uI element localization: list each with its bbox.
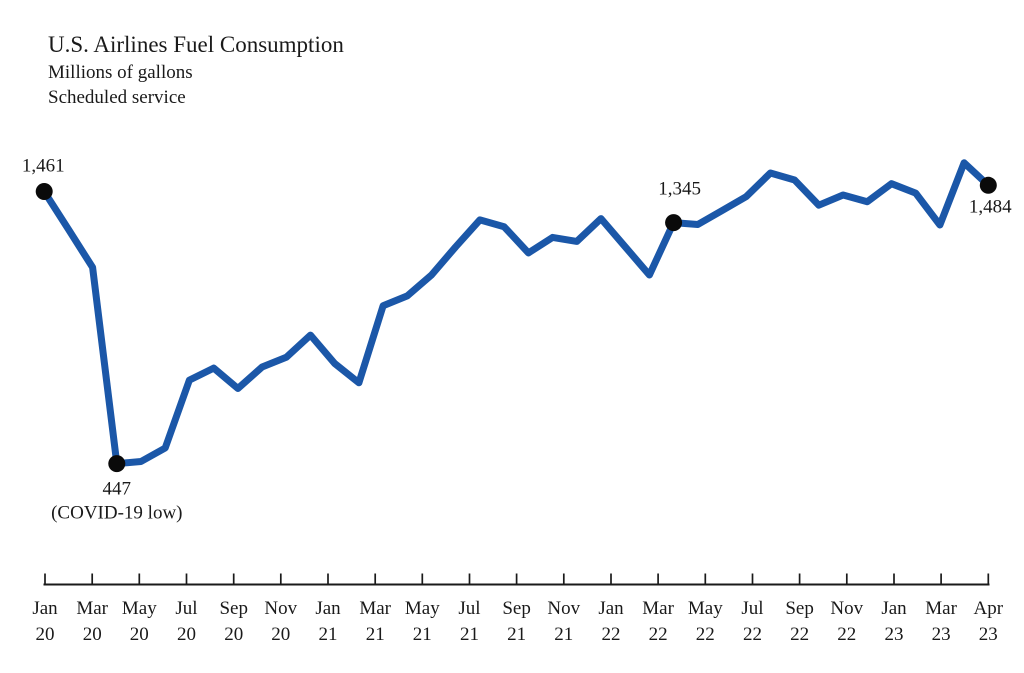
x-tick-month-label: Sep: [785, 598, 814, 619]
x-tick-year-label: 21: [507, 624, 526, 645]
x-tick-year-label: 20: [36, 624, 55, 645]
x-tick-month-label: Jan: [881, 598, 907, 619]
x-tick-year-label: 20: [83, 624, 102, 645]
annotation-label: 447: [103, 479, 132, 500]
x-tick-month-label: Mar: [925, 598, 957, 619]
chart-header: U.S. Airlines Fuel Consumption Millions …: [48, 32, 344, 108]
chart-service-label: Scheduled service: [48, 87, 186, 108]
x-tick-month-label: Apr: [974, 598, 1004, 619]
x-tick-month-label: Mar: [642, 598, 674, 619]
fuel-consumption-line: [40, 159, 992, 468]
annotation-label: 1,484: [969, 196, 1012, 217]
x-tick-year-label: 20: [224, 624, 243, 645]
data-point-marker: [35, 183, 53, 200]
x-tick-year-label: 21: [366, 624, 385, 645]
x-tick-year-label: 23: [885, 624, 904, 645]
x-tick-month-label: Jan: [598, 598, 624, 619]
annotation-group: 1,461 447 (COVID-19 low) 1,345 1,484: [22, 156, 1012, 524]
x-tick-year-label: 20: [130, 624, 149, 645]
x-tick-year-label: 22: [790, 624, 809, 645]
x-tick-month-label: Jan: [315, 598, 341, 619]
x-tick-month-label: May: [122, 598, 157, 619]
x-tick-month-label: Sep: [502, 598, 531, 619]
data-point-marker: [108, 455, 126, 473]
x-tick-month-label: Jul: [458, 598, 480, 619]
x-tick-year-label: 22: [602, 624, 621, 645]
x-tick-month-label: Nov: [547, 598, 580, 619]
x-tick-month-label: May: [688, 598, 723, 619]
chart-units-label: Millions of gallons: [48, 62, 193, 83]
x-axis: Jan 20 Mar 20 May 20 Jul 20 Sep 20 Nov 20 Jan 21 Mar 21…: [32, 573, 1004, 645]
x-tick-year-label: 21: [460, 624, 479, 645]
x-tick-year-label: 21: [554, 624, 573, 645]
x-tick-month-label: Jul: [741, 598, 763, 619]
annotation-label: 1,345: [658, 179, 701, 200]
annotation-label: (COVID-19 low): [51, 503, 182, 524]
x-tick-month-label: Mar: [76, 598, 108, 619]
x-tick-year-label: 21: [413, 624, 432, 645]
x-tick-month-label: Jan: [32, 598, 58, 619]
x-tick-year-label: 22: [696, 624, 715, 645]
x-tick-month-label: May: [405, 598, 440, 619]
data-point-marker: [665, 214, 683, 232]
x-tick-year-label: 22: [649, 624, 668, 645]
x-tick-month-label: Jul: [175, 598, 197, 619]
marker-group: [35, 176, 997, 473]
x-tick-month-label: Sep: [219, 598, 248, 619]
annotation-label: 1,461: [22, 156, 65, 177]
x-tick-year-label: 22: [743, 624, 762, 645]
x-tick-month-label: Nov: [830, 598, 863, 619]
x-tick-year-label: 20: [271, 624, 290, 645]
x-tick-year-label: 23: [932, 624, 951, 645]
x-tick-year-label: 21: [319, 624, 338, 645]
data-point-marker: [979, 176, 997, 194]
x-tick-year-label: 22: [837, 624, 856, 645]
series-group: [40, 159, 992, 468]
x-tick-year-label: 20: [177, 624, 196, 645]
x-tick-month-label: Mar: [359, 598, 391, 619]
chart-title: U.S. Airlines Fuel Consumption: [48, 32, 344, 57]
x-tick-month-label: Nov: [264, 598, 297, 619]
x-tick-year-label: 23: [979, 624, 998, 645]
